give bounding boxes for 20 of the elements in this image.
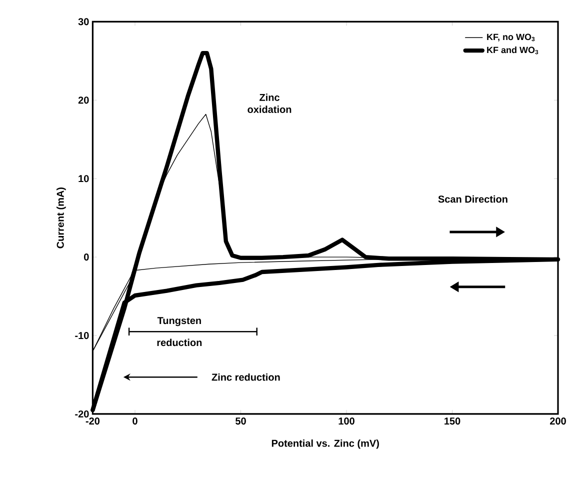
legend-label: KF, no WO$_{3}$ (487, 34, 535, 42)
y-tick-label: 20 (78, 96, 89, 104)
annotation: Zinc reduction (212, 373, 280, 381)
y-tick-label: 30 (78, 18, 89, 26)
annotation: Scan Direction (438, 195, 508, 203)
y-tick-label: 10 (78, 175, 89, 182)
x-axis-title: Potential vs. Zinc (mV) (272, 439, 379, 449)
y-axis-title: Current (mA) (56, 188, 66, 248)
x-tick-label: 150 (444, 418, 460, 425)
x-tick-label: -20 (86, 418, 100, 425)
annotation: Zinc oxidation (248, 94, 292, 113)
legend-label: KF and WO$_{3}$ (487, 46, 538, 54)
y-tick-label: -10 (75, 332, 89, 340)
x-tick-label: 0 (132, 418, 138, 425)
x-tick-label: 200 (550, 418, 566, 425)
y-tick-label: 0 (84, 254, 89, 261)
x-tick-label: 100 (338, 418, 354, 425)
x-tick-label: 50 (236, 418, 246, 425)
y-tick-label: -20 (75, 410, 89, 418)
text: Tungsten reduction (157, 317, 202, 346)
